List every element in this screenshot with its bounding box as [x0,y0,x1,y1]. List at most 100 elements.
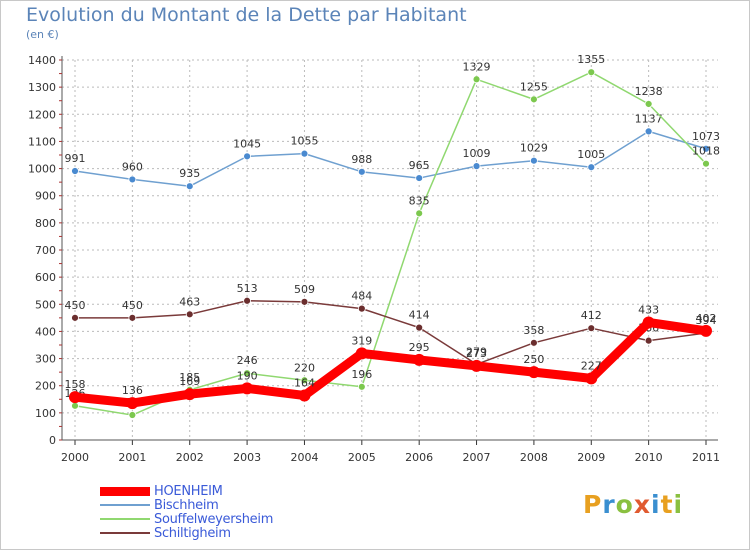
series-line-schiltigheim [74,300,707,366]
data-point-bischheim [185,182,194,191]
data-point-souffelweyersheim [415,209,424,218]
data-label-hoenheim: 402 [696,312,717,325]
data-label-hoenheim: 227 [581,359,602,372]
logo-letter: i [651,490,661,519]
legend-item-hoenheim: HOENHEIM [100,484,340,499]
data-label-souffelweyersheim: 246 [237,354,258,367]
legend-label-schiltigheim: Schiltigheim [154,526,231,541]
data-label-hoenheim: 158 [65,378,86,391]
logo-letter: i [673,490,684,519]
data-label-hoenheim: 136 [122,384,143,397]
data-point-souffelweyersheim [357,382,366,391]
data-label-hoenheim: 273 [466,347,487,360]
legend-label-souffelweyersheim: Souffelweyersheim [154,512,274,527]
data-label-schiltigheim: 513 [237,282,258,295]
data-point-hoenheim [126,397,139,410]
legend-item-bischheim: Bischheim [100,498,340,513]
data-label-bischheim: 1137 [635,112,663,125]
legend-item-souffelweyersheim: Souffelweyersheim [100,512,340,527]
x-tick-label: 2001 [118,451,146,464]
data-point-schiltigheim [530,338,538,347]
data-label-hoenheim: 319 [351,334,372,347]
data-label-bischheim: 1045 [233,137,261,150]
data-label-souffelweyersheim: 1355 [577,53,605,66]
data-point-hoenheim [470,359,483,372]
legend-label-bischheim: Bischheim [154,498,219,513]
y-tick-label: 1400 [28,54,56,67]
y-tick-label: 200 [35,380,56,393]
data-label-souffelweyersheim: 1255 [520,80,548,93]
data-label-bischheim: 935 [179,167,200,180]
data-point-hoenheim [642,316,655,329]
data-label-schiltigheim: 358 [523,324,544,337]
chart-subtitle: (en €) [26,28,59,41]
data-label-schiltigheim: 279 [466,345,487,358]
data-point-hoenheim [700,324,712,337]
x-tick-label: 2003 [233,451,261,464]
data-point-schiltigheim [644,336,653,345]
data-point-hoenheim [69,391,81,404]
legend: HOENHEIM Bischheim Souffelweyersheim Sch… [100,484,340,541]
data-point-bischheim [530,156,538,165]
data-point-bischheim [128,175,137,184]
data-point-bischheim [357,167,366,176]
y-tick-label: 900 [35,190,56,203]
x-tick-label: 2007 [463,451,491,464]
x-tick-label: 2009 [577,451,605,464]
data-point-hoenheim [298,389,311,402]
data-label-bischheim: 1073 [692,130,720,143]
y-tick-label: 1200 [28,108,56,121]
y-tick-label: 1300 [28,81,56,94]
data-point-souffelweyersheim [300,376,309,385]
data-label-bischheim: 991 [65,152,86,165]
x-tick-label: 2000 [61,451,89,464]
data-point-bischheim [300,149,309,158]
data-point-hoenheim [585,372,598,385]
data-point-hoenheim [355,347,368,360]
data-label-souffelweyersheim: 1018 [692,145,720,158]
data-label-schiltigheim: 484 [351,290,372,303]
data-point-hoenheim [413,353,426,366]
data-point-souffelweyersheim [644,100,653,108]
data-label-schiltigheim: 463 [179,295,200,308]
data-point-bischheim [71,167,79,175]
chart-title: Evolution du Montant de la Dette par Hab… [26,4,467,26]
data-point-souffelweyersheim [243,369,251,378]
logo-letter: o [615,490,634,519]
data-point-schiltigheim [71,313,79,322]
data-label-bischheim: 1009 [463,147,491,160]
data-point-hoenheim [183,388,196,401]
x-tick-label: 2010 [635,451,663,464]
legend-label-hoenheim: HOENHEIM [154,484,223,499]
x-tick-label: 2005 [348,451,376,464]
data-point-bischheim [243,152,251,161]
data-label-bischheim: 1029 [520,142,548,155]
data-point-schiltigheim [587,324,596,333]
y-tick-label: 300 [35,353,56,366]
logo-letter: P [583,490,603,519]
data-label-hoenheim: 164 [294,376,315,389]
legend-swatch-souffelweyersheim [100,518,150,520]
proxiti-logo: Proxiti [583,490,683,519]
data-label-souffelweyersheim: 185 [179,371,200,384]
x-tick-label: 2008 [520,451,548,464]
data-label-souffelweyersheim: 1329 [463,60,491,73]
x-tick-label: 2004 [290,451,318,464]
series-line-hoenheim [70,317,711,408]
logo-letter: r [602,490,616,519]
data-label-souffelweyersheim: 196 [351,368,372,381]
data-point-bischheim [644,127,653,136]
y-tick-label: 0 [49,434,56,447]
data-point-souffelweyersheim [530,95,538,104]
data-label-hoenheim: 169 [179,375,200,388]
x-tick-label: 2011 [692,451,720,464]
data-label-bischheim: 1005 [577,148,605,161]
data-label-schiltigheim: 450 [122,299,143,312]
data-point-souffelweyersheim [587,68,596,77]
data-label-schiltigheim: 450 [65,299,86,312]
y-tick-label: 500 [35,298,56,311]
data-label-hoenheim: 190 [237,369,258,382]
y-tick-label: 1100 [28,135,56,148]
y-tick-label: 800 [35,217,56,230]
